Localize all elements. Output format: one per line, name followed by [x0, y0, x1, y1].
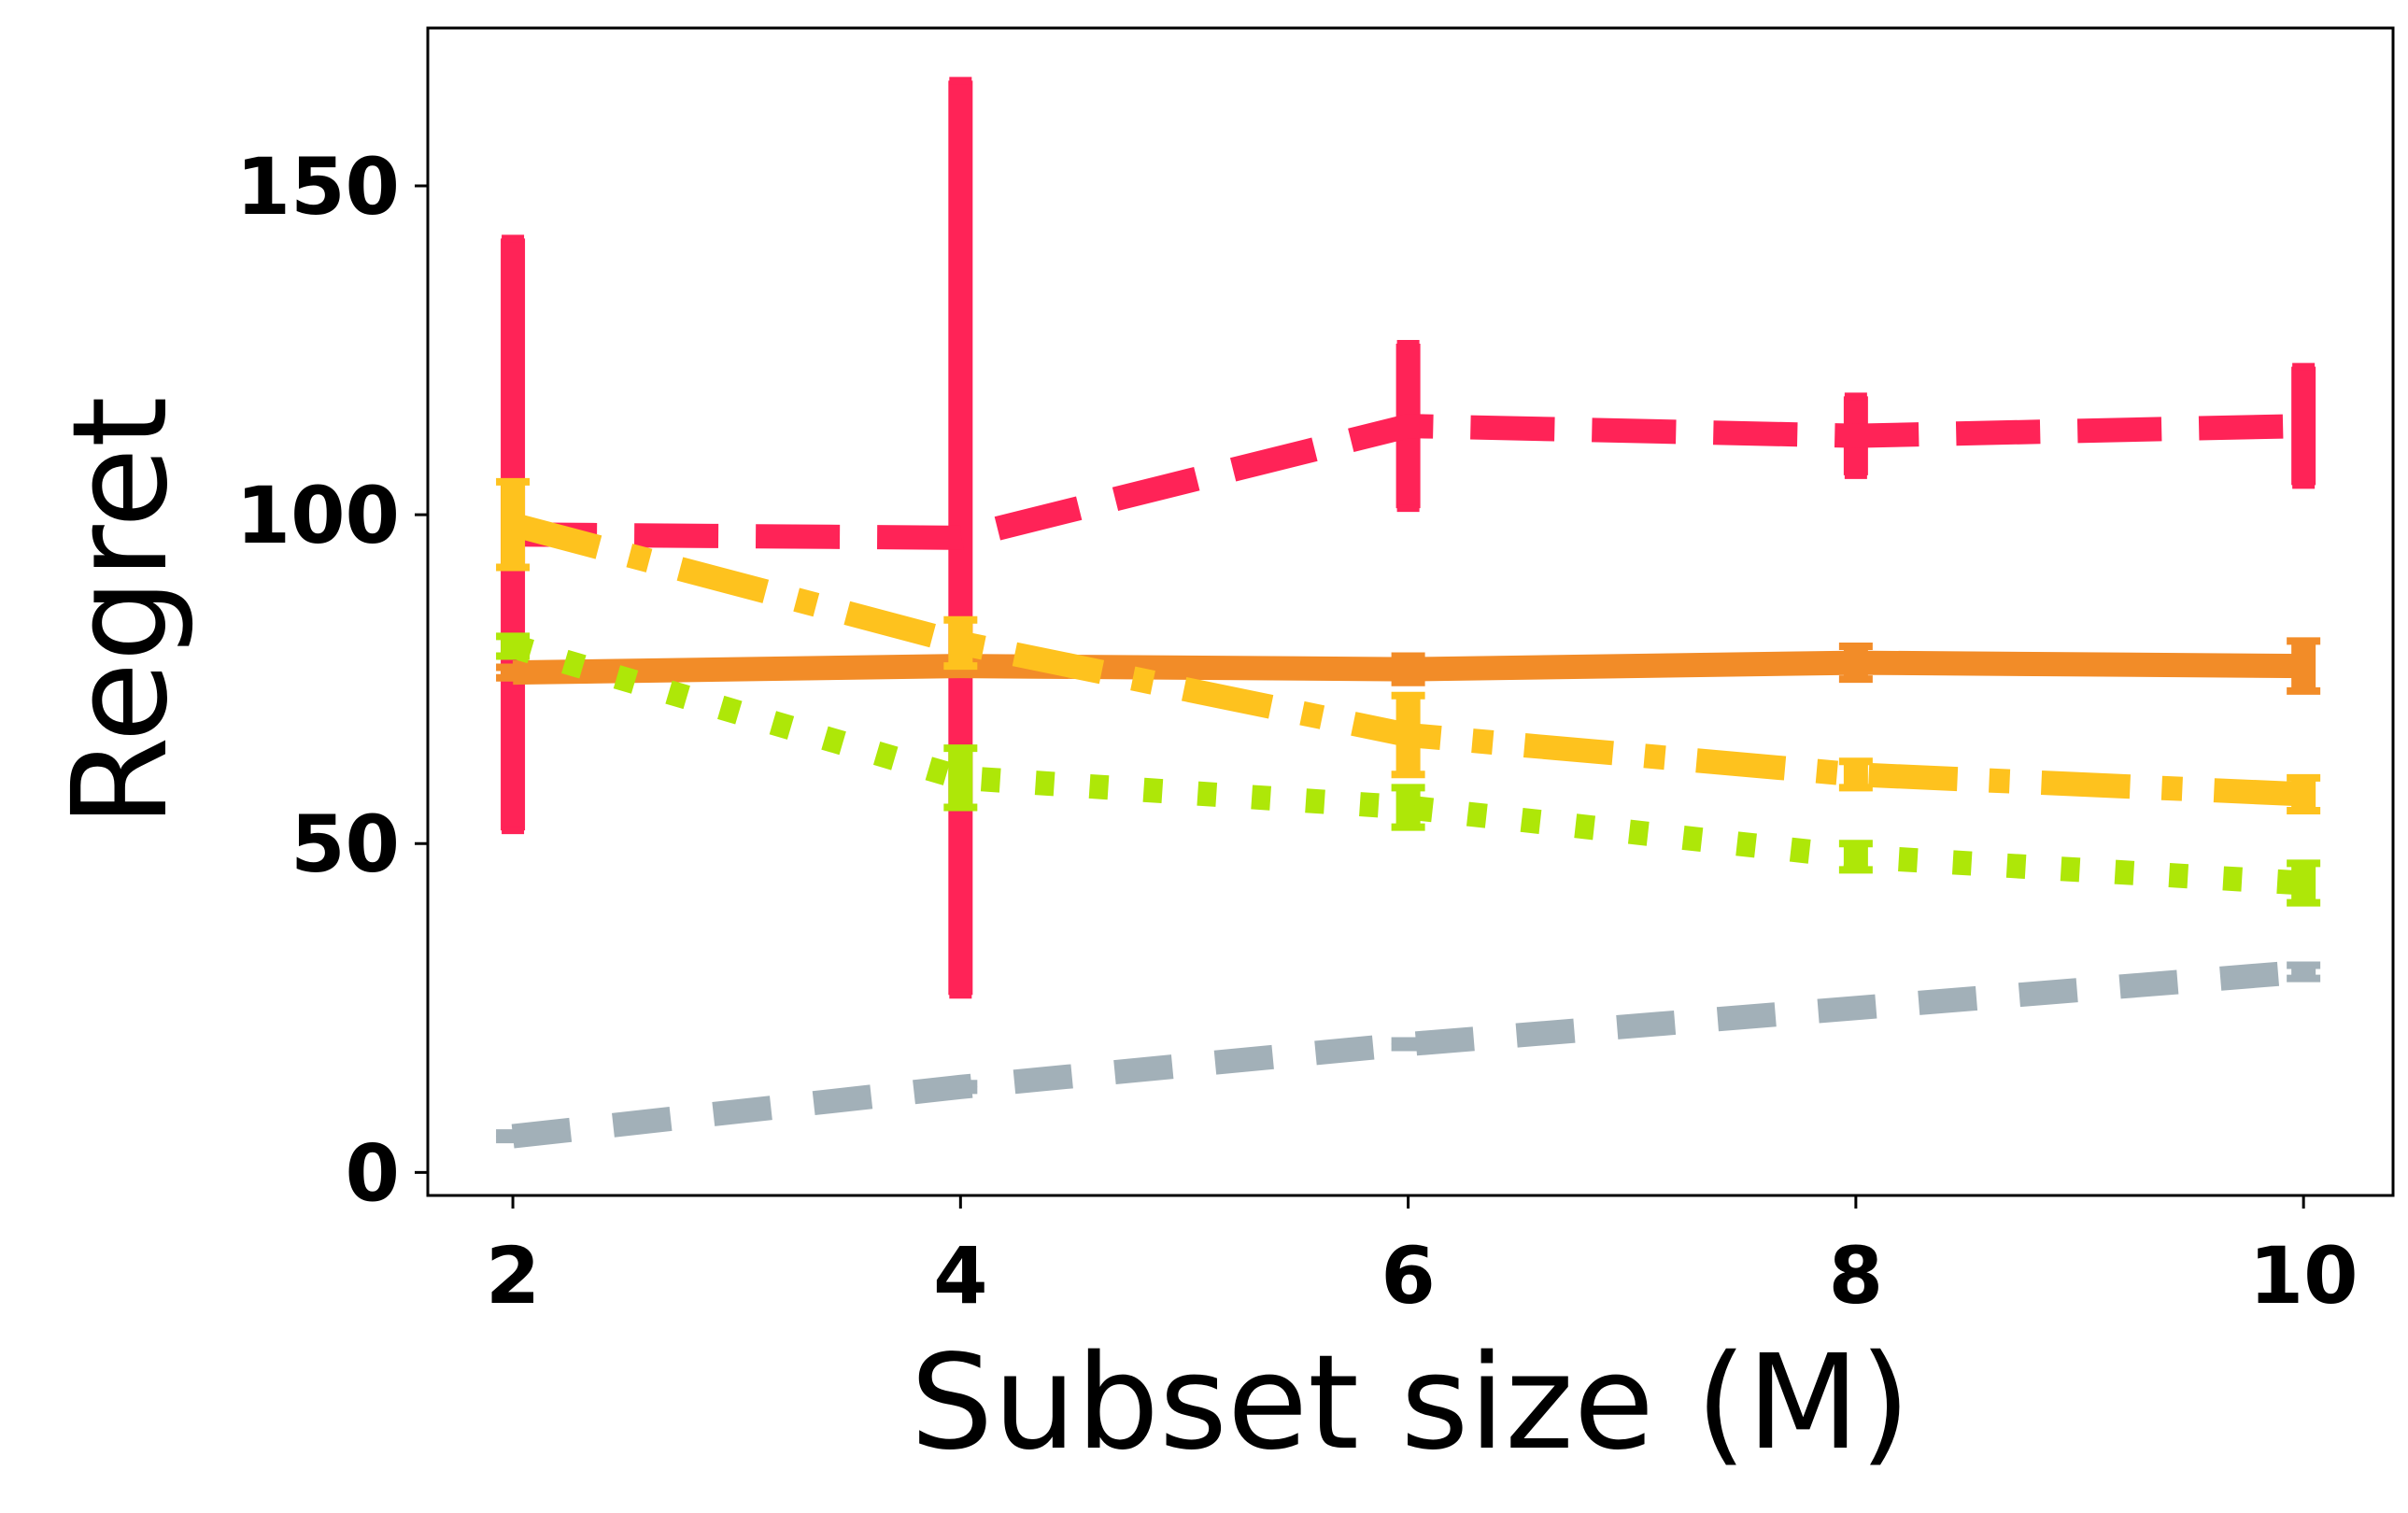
plot-frame — [426, 26, 2395, 1197]
series-line — [512, 650, 2304, 686]
series-2 — [496, 637, 2321, 695]
y-tick-label: 0 — [346, 1127, 400, 1219]
y-tick-label: 100 — [236, 470, 400, 561]
x-axis: 2 4 6 8 10 — [486, 1195, 2358, 1322]
y-tick-label: 150 — [236, 141, 400, 233]
y-axis: 0 50 100 150 — [236, 141, 428, 1219]
x-tick-label: 8 — [1829, 1230, 1883, 1322]
series-line — [513, 414, 2304, 550]
series-5 — [496, 959, 2321, 1149]
series-layer — [496, 77, 2321, 1149]
x-tick-label: 2 — [486, 1230, 540, 1322]
y-axis-title: Regret — [45, 396, 197, 827]
y-tick-label: 50 — [290, 799, 400, 890]
x-tick-label: 10 — [2249, 1230, 2358, 1322]
series-4 — [496, 632, 2321, 907]
x-axis-title: Subset size (M) — [911, 1327, 1911, 1479]
x-tick-label: 4 — [933, 1230, 987, 1322]
series-line — [509, 513, 2304, 807]
series-line — [511, 959, 2305, 1149]
series-1 — [501, 77, 2316, 999]
series-3 — [496, 477, 2321, 815]
x-tick-label: 6 — [1381, 1230, 1435, 1322]
